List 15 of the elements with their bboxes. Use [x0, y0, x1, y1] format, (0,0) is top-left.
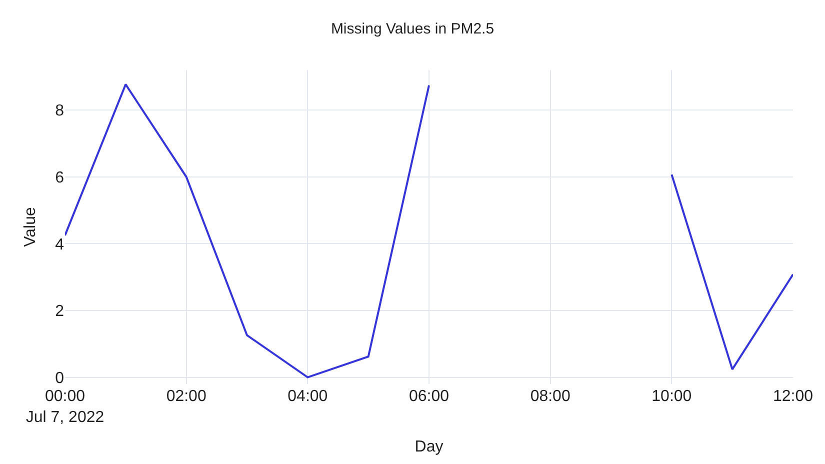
x-axis-title: Day [414, 438, 444, 456]
x-tick-label: 06:00 [408, 388, 450, 405]
y-tick-label: 2 [55, 303, 64, 320]
y-tick-label: 6 [55, 169, 64, 186]
y-axis-title: Value [22, 207, 39, 247]
x-tick-label: 10:00 [652, 388, 692, 405]
chart-title: Missing Values in PM2.5 [330, 20, 494, 38]
x-tick-label: 04:00 [288, 388, 328, 405]
y-tick-label: 8 [55, 102, 64, 120]
x-tick-label: 00:00 Jul 7, 2022 [26, 388, 104, 426]
y-tick-label: 4 [55, 236, 64, 254]
x-tick-label: 12:00 [772, 388, 814, 405]
y-tick-label: 0 [55, 370, 64, 387]
x-tick-label: 02:00 [166, 388, 206, 405]
x-tick-label: 08:00 [530, 388, 570, 405]
